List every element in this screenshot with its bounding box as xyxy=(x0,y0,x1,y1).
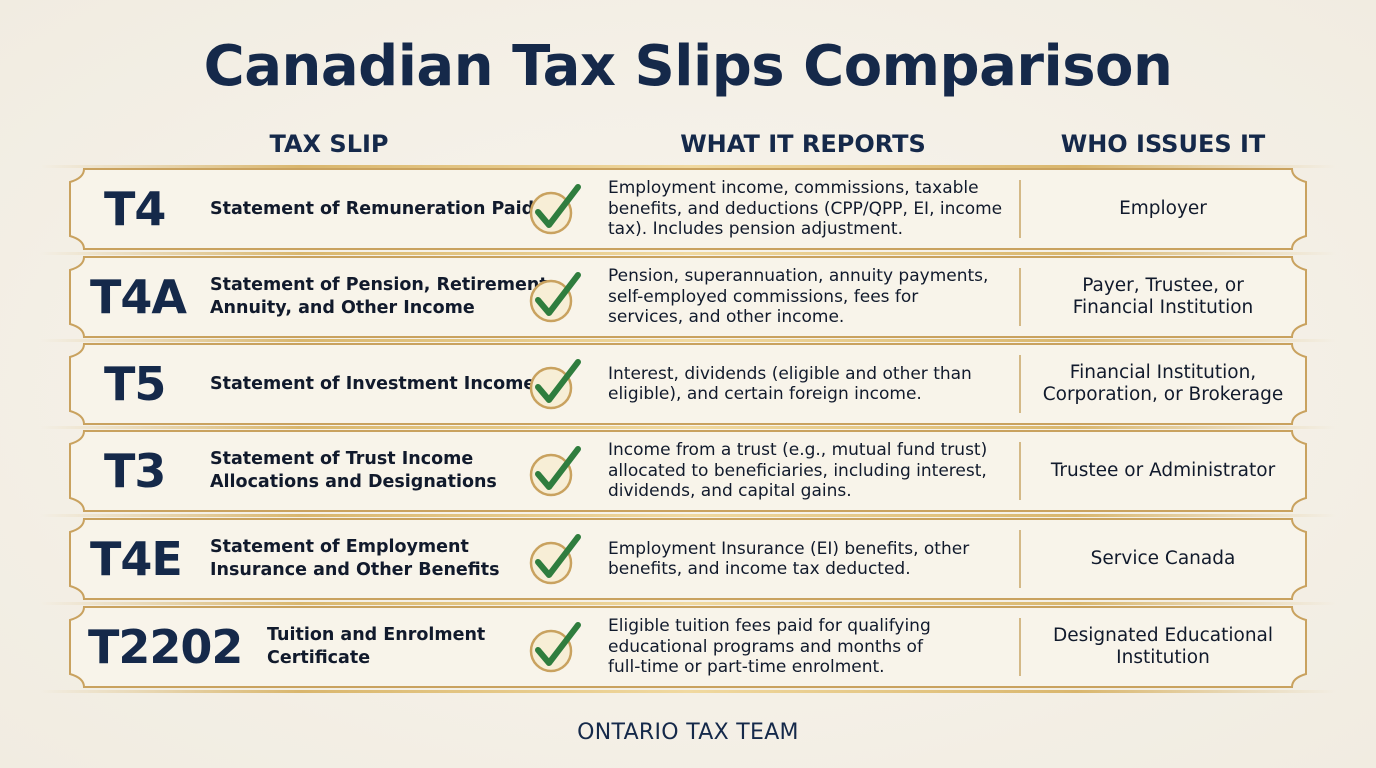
row-separator xyxy=(40,426,1336,429)
slip-issuer: Financial Institution, Corporation, or B… xyxy=(1042,362,1284,405)
checkmark-icon xyxy=(529,622,581,673)
row-separator xyxy=(40,252,1336,255)
slip-code: T4E xyxy=(90,532,183,586)
row-frame xyxy=(69,430,1307,512)
slip-name: Statement of Investment Income xyxy=(210,373,536,394)
row-separator xyxy=(40,514,1336,517)
row-separator xyxy=(40,165,1336,168)
checkmark-icon xyxy=(529,359,581,410)
slip-name: Tuition and Enrolment Certificate xyxy=(267,625,486,668)
table-row: T4A Statement of Pension, Retirement, Ann… xyxy=(68,256,1308,338)
slip-issuer: Designated Educational Institution xyxy=(1052,625,1274,668)
column-header-who-issues-it: WHO ISSUES IT xyxy=(1060,130,1266,158)
slip-issuer: Service Canada xyxy=(1090,548,1236,569)
slip-reports: Interest, dividends (eligible and other … xyxy=(608,363,972,405)
slip-name: Statement of Employment Insurance and Ot… xyxy=(210,537,500,580)
slip-issuer: Trustee or Administrator xyxy=(1050,460,1276,481)
slip-name: Statement of Remuneration Paid xyxy=(210,198,535,219)
column-divider xyxy=(1019,355,1021,413)
slip-issuer: Payer, Trustee, or Financial Institution xyxy=(1072,275,1254,318)
table-row: T3 Statement of Trust Income Allocations … xyxy=(68,430,1308,512)
row-separator xyxy=(40,690,1336,693)
table-row: T4E Statement of Employment Insurance and… xyxy=(68,518,1308,600)
row-separator xyxy=(40,602,1336,605)
slip-reports: Eligible tuition fees paid for qualifyin… xyxy=(608,616,931,678)
row-frame xyxy=(69,168,1307,250)
column-divider xyxy=(1019,180,1021,238)
slip-reports: Employment Insurance (EI) benefits, othe… xyxy=(608,538,970,580)
slip-code: T2202 xyxy=(88,620,243,674)
row-frame xyxy=(69,256,1307,338)
column-divider xyxy=(1019,618,1021,676)
row-separator xyxy=(40,339,1336,342)
checkmark-icon xyxy=(529,446,581,497)
slip-code: T3 xyxy=(104,444,166,498)
column-divider xyxy=(1019,442,1021,500)
checkmark-icon xyxy=(529,272,581,323)
column-header-tax-slip: TAX SLIP xyxy=(269,130,389,158)
page-title: Canadian Tax Slips Comparison xyxy=(203,34,1173,99)
row-frame xyxy=(69,518,1307,600)
slip-name: Statement of Pension, Retirement, Annuit… xyxy=(210,275,555,318)
checkmark-icon xyxy=(529,534,581,585)
row-frame xyxy=(69,343,1307,425)
table-row: T5 Statement of Investment Income Interest… xyxy=(68,343,1308,425)
slip-reports: Employment income, commissions, taxable … xyxy=(608,178,1003,240)
slip-name: Statement of Trust Income Allocations an… xyxy=(210,449,497,492)
slip-reports: Pension, superannuation, annuity payment… xyxy=(608,266,989,328)
column-divider xyxy=(1019,530,1021,588)
column-header-what-it-reports: WHAT IT REPORTS xyxy=(680,130,926,158)
checkmark-icon xyxy=(529,184,581,235)
table-row: T4 Statement of Remuneration Paid Employme… xyxy=(68,168,1308,250)
slip-code: T5 xyxy=(104,357,166,411)
slip-issuer: Employer xyxy=(1119,198,1207,219)
slip-code: T4A xyxy=(90,270,187,324)
slip-code: T4 xyxy=(104,182,166,236)
row-frame xyxy=(69,606,1307,688)
column-divider xyxy=(1019,268,1021,326)
table-row: T2202 Tuition and Enrolment Certificate El… xyxy=(68,606,1308,688)
footer-brand: ONTARIO TAX TEAM xyxy=(577,720,799,745)
slip-reports: Income from a trust (e.g., mutual fund t… xyxy=(608,440,988,502)
